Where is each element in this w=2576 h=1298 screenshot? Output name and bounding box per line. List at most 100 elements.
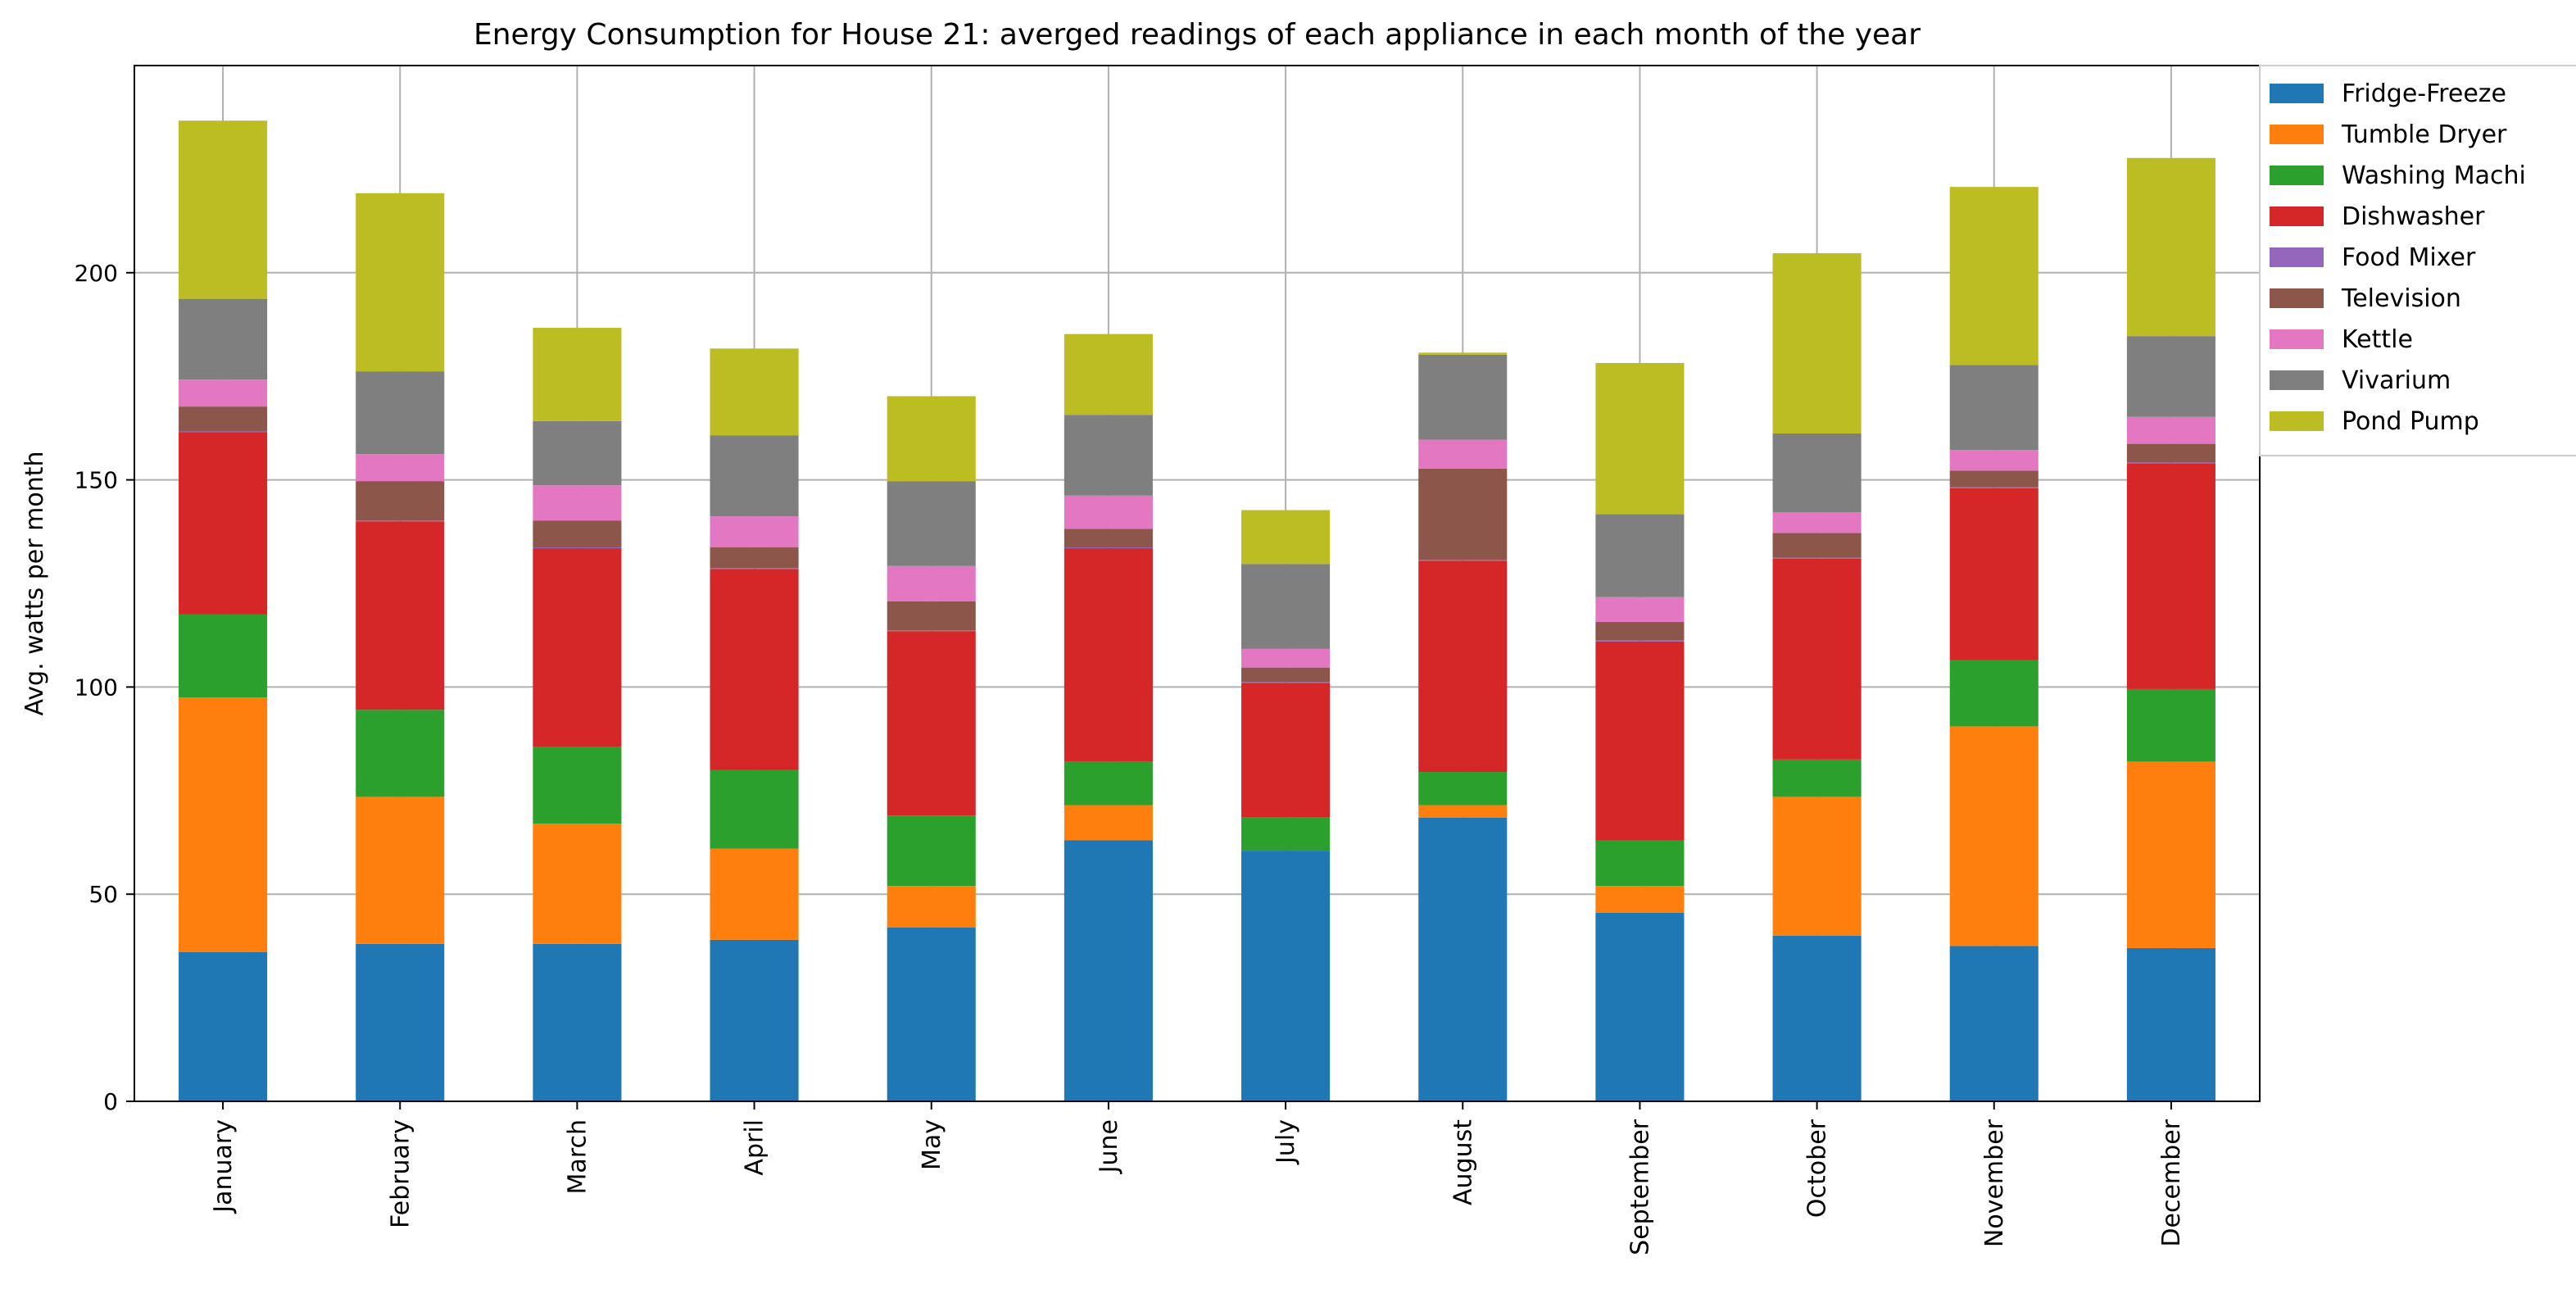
bar-kettle-may: [887, 565, 976, 601]
bar-television-december: [2126, 443, 2215, 463]
bar-dishwasher-may: [887, 631, 976, 816]
bar-tumble-dryer-october: [1772, 796, 1862, 936]
bar-kettle-april: [710, 516, 799, 548]
bar-dishwasher-july: [1241, 683, 1331, 818]
x-tick-label-november: November: [1980, 1119, 2009, 1247]
bar-tumble-dryer-march: [533, 824, 622, 944]
bar-television-august: [1418, 468, 1508, 560]
bar-food-mixer-january: [179, 431, 268, 433]
bar-television-june: [1064, 529, 1153, 548]
bar-vivarium-november: [1949, 365, 2039, 451]
legend-swatch-washing-machine: [2270, 166, 2324, 185]
bar-television-march: [533, 520, 622, 548]
bar-kettle-june: [1064, 495, 1153, 529]
bar-kettle-july: [1241, 648, 1331, 668]
axes: 0 50 100 150 200 January February March April May…: [75, 260, 2186, 1255]
bar-washing-machine-december: [2126, 688, 2215, 762]
bar-dishwasher-march: [533, 548, 622, 747]
legend-label-vivarium: Vivarium: [2342, 366, 2451, 395]
bar-washing-machine-october: [1772, 759, 1862, 797]
bar-dishwasher-april: [710, 569, 799, 770]
bar-kettle-march: [533, 485, 622, 521]
y-tick-label: 150: [75, 467, 118, 494]
legend-label-kettle: Kettle: [2342, 325, 2413, 354]
bar-television-july: [1241, 667, 1331, 683]
legend-label-tumble-dryer: Tumble Dryer: [2341, 120, 2507, 149]
bar-dishwasher-september: [1595, 641, 1685, 841]
bar-fridge-freezer-july: [1241, 851, 1331, 1101]
legend-label-pond-pump: Pond Pump: [2342, 407, 2479, 436]
x-tick-label-august: August: [1449, 1119, 1477, 1205]
bar-pond-pump-october: [1772, 253, 1862, 433]
legend-label-television: Television: [2341, 284, 2461, 313]
bar-food-mixer-february: [356, 520, 445, 522]
bar-vivarium-january: [179, 298, 268, 380]
bar-vivarium-may: [887, 481, 976, 566]
bar-pond-pump-may: [887, 396, 976, 482]
bar-washing-machine-june: [1064, 761, 1153, 806]
bar-food-mixer-june: [1064, 547, 1153, 549]
x-tick-label-december: December: [2157, 1119, 2186, 1246]
bar-dishwasher-august: [1418, 560, 1508, 773]
bar-food-mixer-may: [887, 630, 976, 632]
legend: Fridge-Freeze Tumble Dryer Washing Machi Di…: [2259, 65, 2576, 456]
bar-tumble-dryer-november: [1949, 726, 2039, 946]
bar-fridge-freezer-september: [1595, 912, 1685, 1101]
x-tick-label-february: February: [386, 1119, 415, 1228]
y-tick-label: 200: [75, 260, 118, 287]
legend-swatch-fridge-freezer: [2270, 84, 2324, 103]
bar-pond-pump-january: [179, 120, 268, 299]
bar-tumble-dryer-december: [2126, 761, 2215, 948]
bar-pond-pump-june: [1064, 334, 1153, 415]
bar-washing-machine-february: [356, 710, 445, 797]
bar-vivarium-september: [1595, 514, 1685, 597]
bar-television-february: [356, 481, 445, 521]
bar-washing-machine-november: [1949, 660, 2039, 727]
bar-kettle-august: [1418, 439, 1508, 469]
bar-television-november: [1949, 470, 2039, 488]
bar-television-april: [710, 547, 799, 569]
y-axis-label: Avg. watts per month: [20, 452, 49, 716]
bar-television-october: [1772, 533, 1862, 558]
bar-pond-pump-december: [2126, 157, 2215, 337]
bar-pond-pump-february: [356, 193, 445, 372]
bar-fridge-freezer-november: [1949, 946, 2039, 1101]
bar-tumble-dryer-february: [356, 796, 445, 944]
x-tick-label-april: April: [741, 1119, 769, 1176]
bar-fridge-freezer-october: [1772, 935, 1862, 1101]
bar-washing-machine-march: [533, 747, 622, 824]
bar-fridge-freezer-january: [179, 951, 268, 1101]
chart-title: Energy Consumption for House 21: averged…: [474, 18, 1921, 52]
legend-swatch-vivarium: [2270, 370, 2324, 390]
bar-vivarium-february: [356, 371, 445, 455]
bar-fridge-freezer-february: [356, 943, 445, 1101]
bar-television-may: [887, 601, 976, 631]
legend-label-food-mixer: Food Mixer: [2342, 243, 2476, 272]
x-tick-label-july: July: [1272, 1119, 1300, 1165]
bar-washing-machine-july: [1241, 817, 1331, 851]
bar-dishwasher-november: [1949, 488, 2039, 660]
bar-food-mixer-october: [1772, 557, 1862, 559]
bar-washing-machine-january: [179, 614, 268, 698]
bar-fridge-freezer-march: [533, 943, 622, 1101]
bar-tumble-dryer-august: [1418, 805, 1508, 818]
bar-fridge-freezer-august: [1418, 817, 1508, 1101]
bar-vivarium-december: [2126, 336, 2215, 417]
bar-kettle-february: [356, 454, 445, 482]
bar-tumble-dryer-january: [179, 697, 268, 952]
bar-food-mixer-december: [2126, 462, 2215, 464]
x-tick-label-june: June: [1095, 1119, 1123, 1174]
bar-tumble-dryer-may: [887, 886, 976, 928]
legend-swatch-tumble-dryer: [2270, 125, 2324, 144]
bar-tumble-dryer-june: [1064, 805, 1153, 841]
legend-label-dishwasher: Dishwasher: [2342, 202, 2485, 231]
bar-food-mixer-july: [1241, 682, 1331, 683]
bar-vivarium-march: [533, 420, 622, 486]
legend-swatch-kettle: [2270, 329, 2324, 349]
bar-dishwasher-october: [1772, 558, 1862, 760]
x-tick-label-january: January: [209, 1119, 238, 1214]
legend-label-washing-machine: Washing Machi: [2342, 161, 2526, 190]
bar-food-mixer-april: [710, 568, 799, 570]
bar-dishwasher-june: [1064, 548, 1153, 762]
